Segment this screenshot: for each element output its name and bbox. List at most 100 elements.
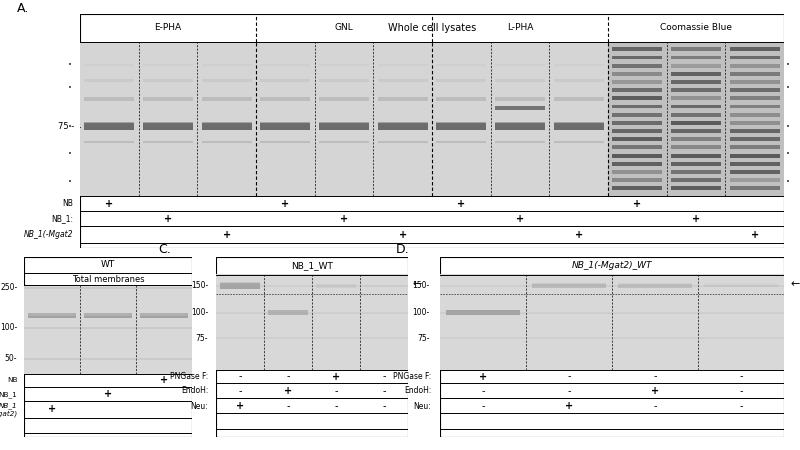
- Text: Neu:: Neu:: [190, 402, 208, 411]
- Text: +: +: [106, 198, 114, 208]
- Bar: [671, 55, 721, 59]
- Bar: [730, 186, 779, 190]
- Text: •: •: [67, 86, 71, 91]
- Text: 100-: 100-: [191, 308, 208, 317]
- Bar: [671, 170, 721, 174]
- Bar: [28, 316, 76, 319]
- Text: +: +: [479, 372, 487, 382]
- Text: Coomassie Blue: Coomassie Blue: [660, 23, 732, 32]
- Bar: [202, 79, 252, 82]
- Bar: [730, 121, 779, 125]
- Bar: [143, 122, 193, 125]
- Bar: [446, 310, 519, 315]
- Text: NB_1(-Mgat2)_WT: NB_1(-Mgat2)_WT: [572, 261, 652, 270]
- Text: +: +: [692, 214, 700, 224]
- Bar: [613, 129, 662, 133]
- Bar: [378, 63, 428, 66]
- Text: -: -: [482, 401, 485, 411]
- Text: -: -: [286, 372, 290, 382]
- Bar: [730, 145, 779, 149]
- Bar: [378, 122, 428, 125]
- Bar: [554, 97, 604, 101]
- Bar: [730, 113, 779, 117]
- Text: -: -: [382, 401, 386, 411]
- Bar: [671, 129, 721, 133]
- Bar: [730, 170, 779, 174]
- Bar: [618, 283, 691, 284]
- Bar: [730, 104, 779, 108]
- Bar: [140, 313, 188, 318]
- Bar: [80, 41, 256, 196]
- Bar: [613, 121, 662, 125]
- Text: -: -: [567, 386, 570, 396]
- Bar: [671, 186, 721, 190]
- Bar: [671, 113, 721, 117]
- Text: +: +: [651, 386, 659, 396]
- Text: +: +: [222, 230, 230, 240]
- Bar: [261, 63, 310, 66]
- Text: NB_1:: NB_1:: [51, 215, 73, 224]
- Bar: [219, 282, 260, 285]
- Bar: [495, 123, 545, 130]
- Bar: [319, 122, 369, 125]
- Text: 75-: 75-: [417, 334, 430, 343]
- Text: +: +: [282, 198, 290, 208]
- Text: NB_1
(-Mgat2): NB_1 (-Mgat2): [0, 402, 18, 417]
- Text: -: -: [286, 401, 290, 411]
- Bar: [671, 145, 721, 149]
- Bar: [613, 186, 662, 190]
- Bar: [84, 313, 132, 318]
- Bar: [533, 283, 606, 284]
- Text: NB_1: NB_1: [0, 391, 18, 398]
- Bar: [216, 274, 408, 370]
- Bar: [143, 79, 193, 82]
- Bar: [613, 162, 662, 166]
- Text: -: -: [238, 386, 242, 396]
- Bar: [85, 97, 134, 101]
- Bar: [730, 47, 779, 51]
- Text: -: -: [334, 401, 338, 411]
- Bar: [671, 47, 721, 51]
- Bar: [671, 64, 721, 68]
- Text: 150-: 150-: [191, 281, 208, 290]
- Bar: [730, 137, 779, 141]
- Bar: [219, 284, 260, 288]
- Bar: [319, 123, 369, 130]
- Bar: [143, 97, 193, 101]
- Bar: [613, 170, 662, 174]
- Text: Whole cell lysates: Whole cell lysates: [388, 22, 476, 32]
- Text: +: +: [164, 214, 172, 224]
- Bar: [495, 79, 545, 82]
- Bar: [315, 284, 357, 288]
- Bar: [671, 153, 721, 158]
- Bar: [613, 64, 662, 68]
- Text: +: +: [48, 405, 56, 414]
- Text: +: +: [516, 214, 524, 224]
- Bar: [437, 97, 486, 101]
- Text: -: -: [567, 372, 570, 382]
- Bar: [202, 123, 252, 130]
- Bar: [554, 141, 604, 143]
- Text: NB: NB: [62, 199, 73, 208]
- Bar: [319, 79, 369, 82]
- Bar: [495, 122, 545, 125]
- Text: -: -: [739, 401, 742, 411]
- Text: NB: NB: [6, 377, 18, 383]
- Bar: [613, 145, 662, 149]
- Bar: [24, 285, 192, 374]
- Text: EndoH:: EndoH:: [181, 387, 208, 396]
- Bar: [613, 47, 662, 51]
- Text: +: +: [160, 375, 168, 385]
- Bar: [671, 80, 721, 84]
- Text: NB_1(-Mgat2: NB_1(-Mgat2: [23, 230, 73, 239]
- Text: +: +: [565, 401, 573, 411]
- Bar: [363, 284, 405, 288]
- Text: -: -: [739, 372, 742, 382]
- Text: -: -: [654, 401, 657, 411]
- Bar: [261, 141, 310, 143]
- Bar: [613, 178, 662, 182]
- Bar: [319, 141, 369, 143]
- Bar: [671, 137, 721, 141]
- Bar: [730, 178, 779, 182]
- Text: +: +: [574, 230, 582, 240]
